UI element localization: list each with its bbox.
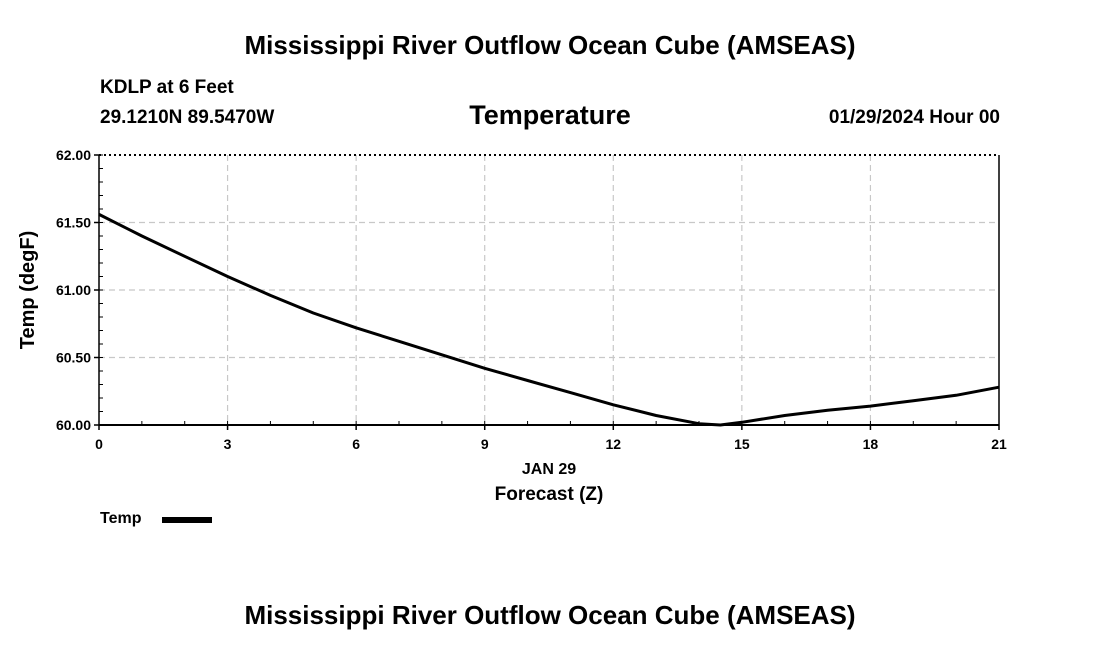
x-tick-label: 6 [352, 436, 360, 452]
x-axis-sublabel: JAN 29 [522, 461, 576, 478]
x-tick-label: 18 [863, 436, 879, 452]
x-tick-label: 15 [734, 436, 750, 452]
station-coordinates: 29.1210N 89.5470W [100, 107, 275, 128]
x-tick-label: 12 [605, 436, 621, 452]
y-tick-label: 62.00 [56, 147, 91, 163]
chart-title: Temperature [469, 100, 631, 130]
x-tick-label: 3 [224, 436, 232, 452]
y-axis-label: Temp (degF) [17, 231, 39, 350]
x-tick-label: 9 [481, 436, 489, 452]
x-axis-label: Forecast (Z) [495, 484, 604, 505]
temp-series-line [98, 213, 1000, 427]
x-tick-label: 0 [95, 436, 103, 452]
legend-label: Temp [100, 510, 142, 527]
y-tick-label: 61.50 [56, 215, 91, 231]
x-tick-label: 21 [991, 436, 1007, 452]
station-label: KDLP at 6 Feet [100, 77, 234, 98]
y-tick-label: 60.50 [56, 350, 91, 366]
footer-title: Mississippi River Outflow Ocean Cube (AM… [244, 600, 856, 630]
page-title: Mississippi River Outflow Ocean Cube (AM… [244, 30, 856, 60]
y-tick-label: 60.00 [56, 417, 91, 433]
legend-swatch [162, 517, 212, 523]
y-tick-label: 61.00 [56, 282, 91, 298]
forecast-date: 01/29/2024 Hour 00 [828, 107, 1000, 128]
